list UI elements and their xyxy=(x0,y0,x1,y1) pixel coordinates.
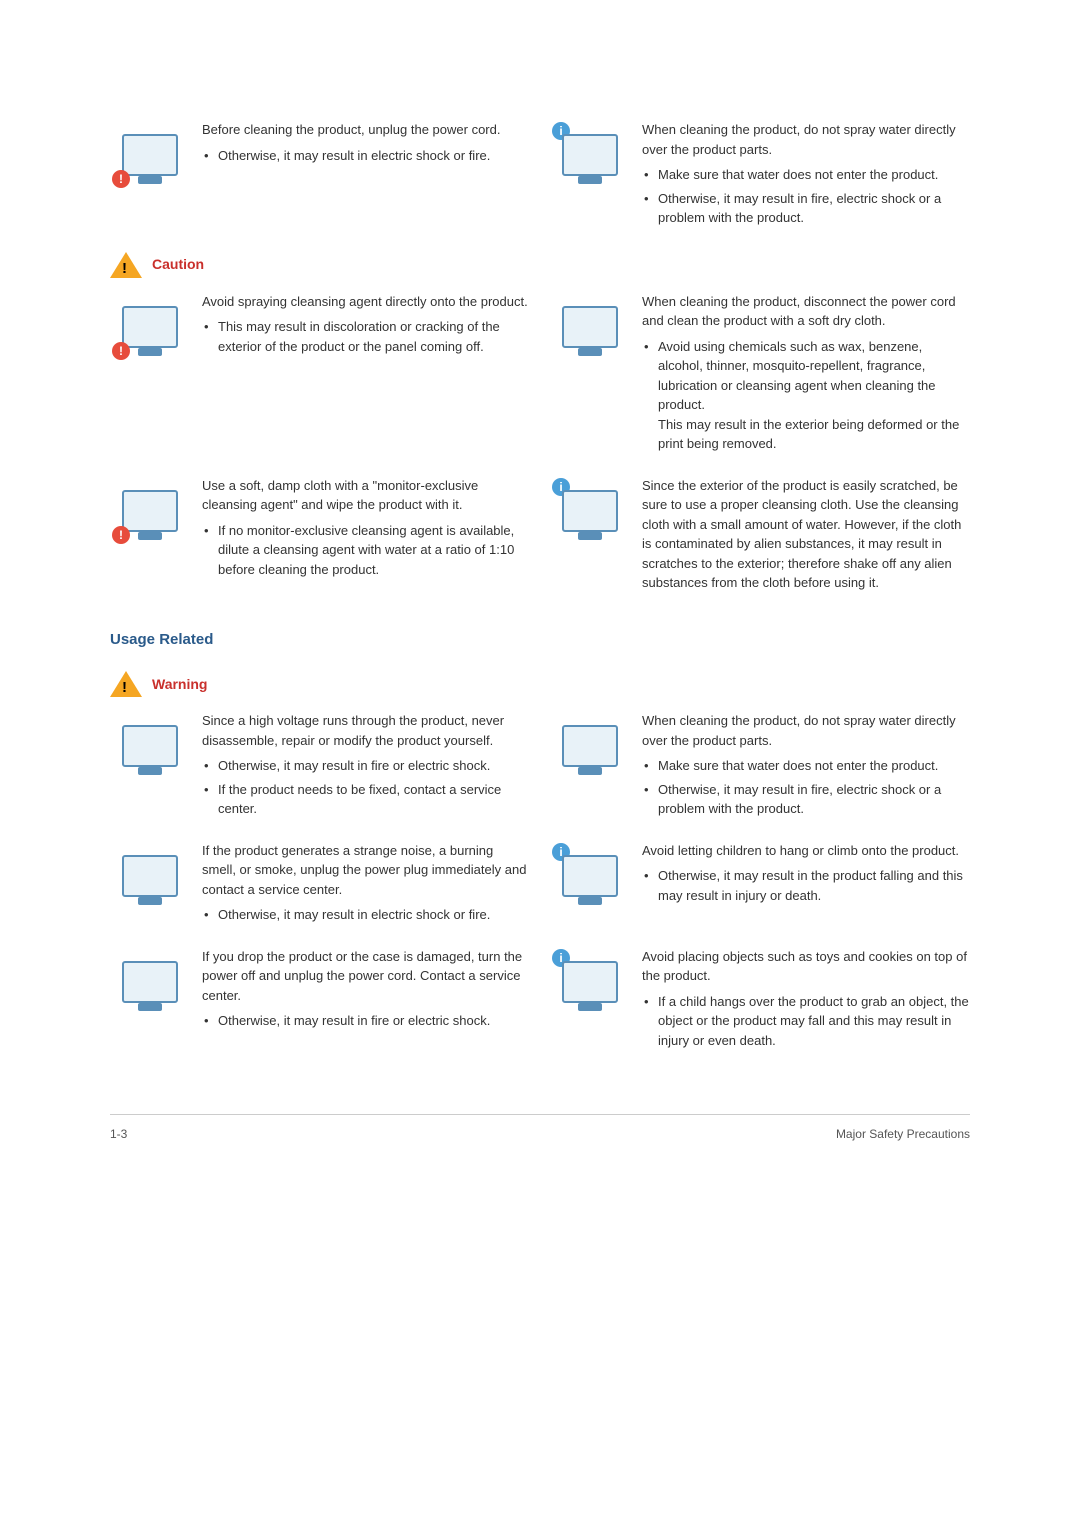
monitor-damp-cloth-icon: ! xyxy=(110,476,190,546)
precaution-text: Before cleaning the product, unplug the … xyxy=(202,120,530,169)
precaution-main: Use a soft, damp cloth with a "monitor-e… xyxy=(202,476,530,515)
monitor-disassemble-icon xyxy=(110,711,190,781)
precaution-item: When cleaning the product, disconnect th… xyxy=(550,292,970,458)
precaution-text: Avoid spraying cleansing agent directly … xyxy=(202,292,530,361)
precaution-row: ! Before cleaning the product, unplug th… xyxy=(110,120,970,232)
precaution-row: Since a high voltage runs through the pr… xyxy=(110,711,970,823)
precaution-bullet: Otherwise, it may result in fire, electr… xyxy=(658,780,970,819)
precaution-bullet: Otherwise, it may result in electric sho… xyxy=(218,905,530,925)
precaution-text: When cleaning the product, do not spray … xyxy=(642,711,970,823)
caution-header: Caution xyxy=(110,252,970,278)
page-footer: 1-3 Major Safety Precautions xyxy=(110,1114,970,1143)
precaution-item: i When cleaning the product, do not spra… xyxy=(550,120,970,232)
precaution-bullet: Make sure that water does not enter the … xyxy=(658,165,970,185)
precaution-main: Avoid letting children to hang or climb … xyxy=(642,841,970,861)
precaution-bullet: Otherwise, it may result in fire or elec… xyxy=(218,1011,530,1031)
precaution-item: ! Before cleaning the product, unplug th… xyxy=(110,120,530,232)
precaution-text: Since the exterior of the product is eas… xyxy=(642,476,970,599)
section-title: Usage Related xyxy=(110,629,970,652)
precaution-item: i Since the exterior of the product is e… xyxy=(550,476,970,599)
precaution-text: If the product generates a strange noise… xyxy=(202,841,530,929)
precaution-item: Since a high voltage runs through the pr… xyxy=(110,711,530,823)
precaution-bullet: This may result in discoloration or crac… xyxy=(218,317,530,356)
precaution-text: Since a high voltage runs through the pr… xyxy=(202,711,530,823)
precaution-item: i Avoid letting children to hang or clim… xyxy=(550,841,970,929)
precaution-text: If you drop the product or the case is d… xyxy=(202,947,530,1035)
precaution-main: Before cleaning the product, unplug the … xyxy=(202,120,530,140)
precaution-row: If the product generates a strange noise… xyxy=(110,841,970,929)
precaution-main: Avoid spraying cleansing agent directly … xyxy=(202,292,530,312)
precaution-bullet: If a child hangs over the product to gra… xyxy=(658,992,970,1051)
precaution-item: If you drop the product or the case is d… xyxy=(110,947,530,1055)
precaution-item: ! Avoid spraying cleansing agent directl… xyxy=(110,292,530,458)
precaution-text: When cleaning the product, do not spray … xyxy=(642,120,970,232)
precaution-main: If the product generates a strange noise… xyxy=(202,841,530,900)
precaution-main: When cleaning the product, disconnect th… xyxy=(642,292,970,331)
warning-label: Warning xyxy=(152,674,207,695)
precaution-text: Avoid placing objects such as toys and c… xyxy=(642,947,970,1055)
precaution-text: Avoid letting children to hang or climb … xyxy=(642,841,970,910)
precaution-item: ! Use a soft, damp cloth with a "monitor… xyxy=(110,476,530,599)
monitor-children-icon: i xyxy=(550,841,630,911)
precaution-item: When cleaning the product, do not spray … xyxy=(550,711,970,823)
precaution-main: If you drop the product or the case is d… xyxy=(202,947,530,1006)
precaution-row: If you drop the product or the case is d… xyxy=(110,947,970,1055)
precaution-row: ! Use a soft, damp cloth with a "monitor… xyxy=(110,476,970,599)
monitor-smoke-icon xyxy=(110,841,190,911)
monitor-scratch-icon: i xyxy=(550,476,630,546)
caution-triangle-icon xyxy=(110,252,142,278)
page-number: 1-3 xyxy=(110,1125,127,1143)
precaution-row: ! Avoid spraying cleansing agent directl… xyxy=(110,292,970,458)
precaution-main: Since the exterior of the product is eas… xyxy=(642,476,970,593)
caution-label: Caution xyxy=(152,254,204,275)
monitor-water-icon xyxy=(550,711,630,781)
monitor-cloth-icon xyxy=(550,292,630,362)
precaution-item: If the product generates a strange noise… xyxy=(110,841,530,929)
monitor-drop-icon xyxy=(110,947,190,1017)
monitor-toys-icon: i xyxy=(550,947,630,1017)
precaution-main: Since a high voltage runs through the pr… xyxy=(202,711,530,750)
precaution-main: When cleaning the product, do not spray … xyxy=(642,711,970,750)
precaution-bullet: Otherwise, it may result in electric sho… xyxy=(218,146,530,166)
precaution-item: i Avoid placing objects such as toys and… xyxy=(550,947,970,1055)
warning-header: Warning xyxy=(110,671,970,697)
precaution-main: When cleaning the product, do not spray … xyxy=(642,120,970,159)
precaution-bullet: Avoid using chemicals such as wax, benze… xyxy=(658,337,970,454)
precaution-bullet: Otherwise, it may result in fire or elec… xyxy=(218,756,530,776)
precaution-text: Use a soft, damp cloth with a "monitor-e… xyxy=(202,476,530,584)
precaution-main: Avoid placing objects such as toys and c… xyxy=(642,947,970,986)
monitor-cleansing-icon: ! xyxy=(110,292,190,362)
warning-triangle-icon xyxy=(110,671,142,697)
precaution-bullet: Otherwise, it may result in the product … xyxy=(658,866,970,905)
precaution-bullet: Make sure that water does not enter the … xyxy=(658,756,970,776)
precaution-bullet: If the product needs to be fixed, contac… xyxy=(218,780,530,819)
precaution-bullet: If no monitor-exclusive cleansing agent … xyxy=(218,521,530,580)
monitor-spray-icon: i xyxy=(550,120,630,190)
monitor-unplug-icon: ! xyxy=(110,120,190,190)
footer-label: Major Safety Precautions xyxy=(836,1125,970,1143)
precaution-bullet: Otherwise, it may result in fire, electr… xyxy=(658,189,970,228)
precaution-text: When cleaning the product, disconnect th… xyxy=(642,292,970,458)
